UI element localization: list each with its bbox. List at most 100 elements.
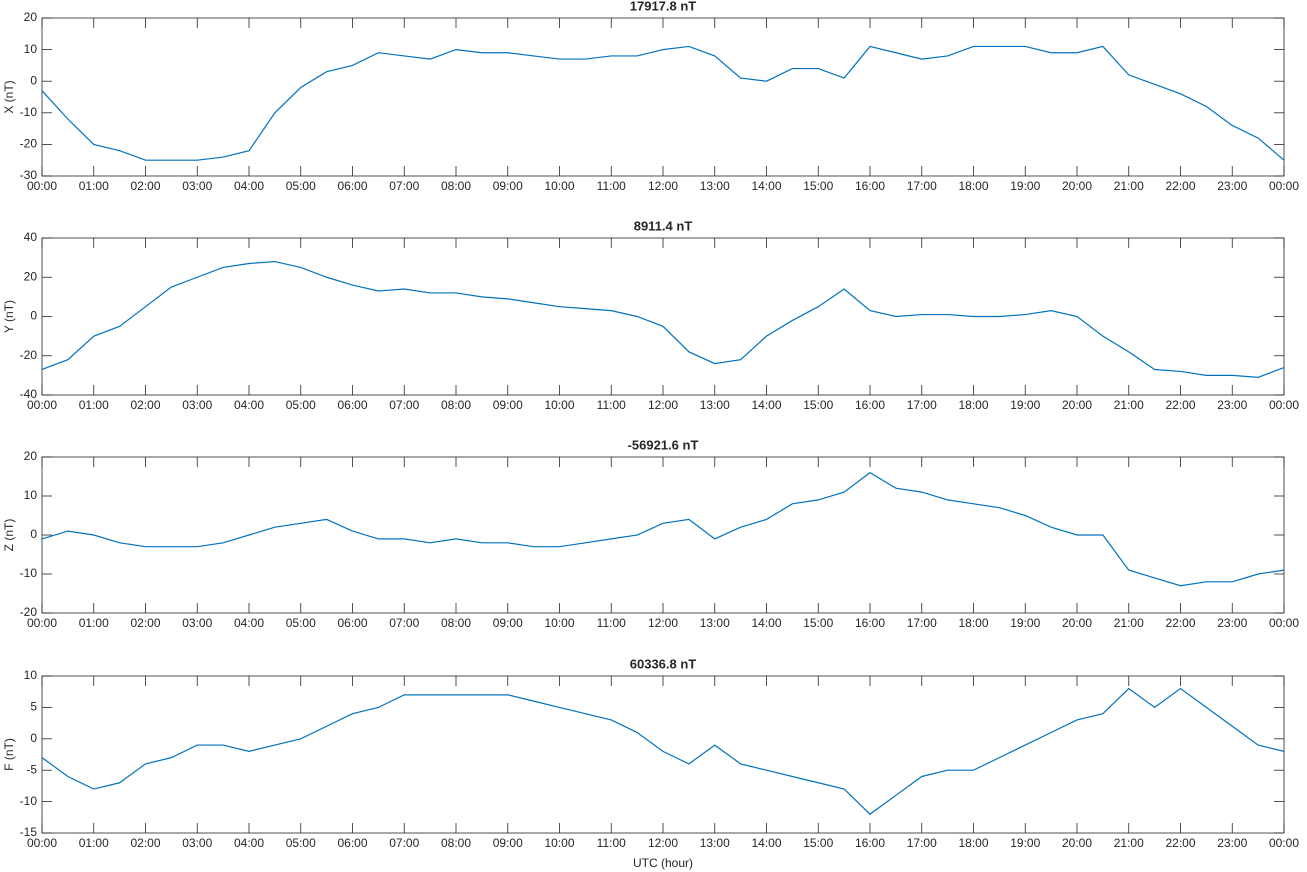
- x-tick-label: 20:00: [1062, 398, 1092, 412]
- x-tick-label: 18:00: [958, 398, 988, 412]
- x-tick-label: 00:00: [1269, 179, 1299, 193]
- y-tick-label: 20: [24, 269, 38, 283]
- x-tick-label: 21:00: [1114, 398, 1144, 412]
- y-tick-label: 20: [24, 449, 38, 463]
- x-tick-label: 14:00: [751, 616, 781, 630]
- x-tick-label: 22:00: [1165, 179, 1195, 193]
- x-tick-label: 04:00: [234, 179, 264, 193]
- x-tick-label: 05:00: [286, 398, 316, 412]
- x-tick-label: 15:00: [803, 179, 833, 193]
- x-tick-label: 11:00: [597, 398, 626, 412]
- x-tick-label: 08:00: [441, 836, 471, 850]
- y-axis-label: Z (nT): [2, 519, 16, 552]
- x-tick-label: 08:00: [441, 398, 471, 412]
- x-tick-label: 13:00: [700, 179, 730, 193]
- x-tick-label: 05:00: [286, 616, 316, 630]
- x-tick-label: 07:00: [389, 836, 419, 850]
- data-line: [41, 471, 1285, 587]
- x-tick-label: 16:00: [855, 179, 885, 193]
- x-tick-label: 20:00: [1062, 179, 1092, 193]
- x-tick-label: 01:00: [79, 836, 109, 850]
- x-tick-label: 23:00: [1217, 836, 1247, 850]
- x-tick-label: 03:00: [182, 179, 212, 193]
- y-tick-label: 10: [24, 488, 38, 502]
- chart-title: 60336.8 nT: [630, 656, 697, 671]
- x-tick-label: 10:00: [544, 398, 574, 412]
- x-tick-label: 03:00: [182, 398, 212, 412]
- data-line: [41, 260, 1285, 378]
- x-tick-label: 19:00: [1010, 836, 1040, 850]
- x-tick-label: 00:00: [1269, 836, 1299, 850]
- y-tick-label: -15: [20, 825, 38, 839]
- x-tick-label: 08:00: [441, 616, 471, 630]
- x-tick-label: 11:00: [597, 616, 626, 630]
- x-tick-label: 19:00: [1010, 616, 1040, 630]
- y-tick-label: -40: [20, 387, 38, 401]
- x-tick-label: 22:00: [1165, 616, 1195, 630]
- x-tick-label: 03:00: [182, 616, 212, 630]
- y-axis-label: F (nT): [2, 738, 16, 771]
- y-tick-label: -20: [20, 137, 38, 151]
- data-line: [41, 45, 1285, 161]
- x-tick-label: 09:00: [493, 616, 523, 630]
- x-tick-label: 15:00: [803, 398, 833, 412]
- x-tick-label: 09:00: [493, 398, 523, 412]
- data-line: [41, 687, 1285, 815]
- x-tick-label: 12:00: [648, 179, 678, 193]
- x-tick-label: 10:00: [544, 836, 574, 850]
- x-tick-label: 21:00: [1114, 616, 1144, 630]
- x-tick-label: 02:00: [130, 398, 160, 412]
- x-tick-label: 23:00: [1217, 616, 1247, 630]
- x-tick-label: 14:00: [751, 398, 781, 412]
- x-tick-label: 20:00: [1062, 836, 1092, 850]
- y-tick-label: 5: [30, 700, 37, 714]
- y-axis-label: Y (nT): [2, 300, 16, 333]
- x-tick-label: 06:00: [337, 836, 367, 850]
- x-tick-label: 15:00: [803, 836, 833, 850]
- x-tick-label: 18:00: [958, 179, 988, 193]
- x-tick-label: 13:00: [700, 616, 730, 630]
- x-tick-label: 17:00: [907, 616, 937, 630]
- x-tick-label: 21:00: [1114, 179, 1144, 193]
- axes-box: [41, 675, 1285, 834]
- y-tick-label: -20: [20, 348, 38, 362]
- x-tick-label: 23:00: [1217, 179, 1247, 193]
- x-tick-label: 00:00: [1269, 398, 1299, 412]
- x-tick-label: 06:00: [337, 616, 367, 630]
- y-tick-label: 0: [30, 73, 37, 87]
- x-tick-label: 23:00: [1217, 398, 1247, 412]
- x-tick-label: 03:00: [182, 836, 212, 850]
- x-tick-label: 01:00: [79, 616, 109, 630]
- x-tick-label: 01:00: [79, 179, 109, 193]
- x-tick-label: 00:00: [27, 616, 57, 630]
- y-tick-label: -30: [20, 168, 38, 182]
- chart-title: 17917.8 nT: [630, 0, 697, 13]
- x-tick-label: 15:00: [803, 616, 833, 630]
- y-tick-label: 0: [30, 527, 37, 541]
- y-tick-label: -10: [20, 105, 38, 119]
- y-axis-label: X (nT): [2, 80, 16, 113]
- x-tick-label: 05:00: [286, 179, 316, 193]
- chart-title: 8911.4 nT: [634, 218, 693, 233]
- y-tick-label: 10: [24, 668, 38, 682]
- x-tick-label: 22:00: [1165, 398, 1195, 412]
- x-tick-label: 17:00: [907, 179, 937, 193]
- x-tick-label: 00:00: [1269, 616, 1299, 630]
- axes-box: [41, 17, 1285, 177]
- y-tick-label: 40: [24, 230, 38, 244]
- x-tick-label: 04:00: [234, 398, 264, 412]
- x-tick-label: 02:00: [130, 836, 160, 850]
- x-tick-label: 11:00: [597, 836, 626, 850]
- x-tick-label: 14:00: [751, 836, 781, 850]
- y-tick-label: -10: [20, 794, 38, 808]
- x-tick-label: 21:00: [1114, 836, 1144, 850]
- x-tick-label: 19:00: [1010, 398, 1040, 412]
- x-tick-label: 13:00: [700, 836, 730, 850]
- chart-title: -56921.6 nT: [628, 437, 699, 452]
- x-tick-label: 18:00: [958, 616, 988, 630]
- x-tick-label: 02:00: [130, 616, 160, 630]
- x-tick-label: 19:00: [1010, 179, 1040, 193]
- axes-box: [41, 237, 1285, 396]
- x-tick-label: 07:00: [389, 398, 419, 412]
